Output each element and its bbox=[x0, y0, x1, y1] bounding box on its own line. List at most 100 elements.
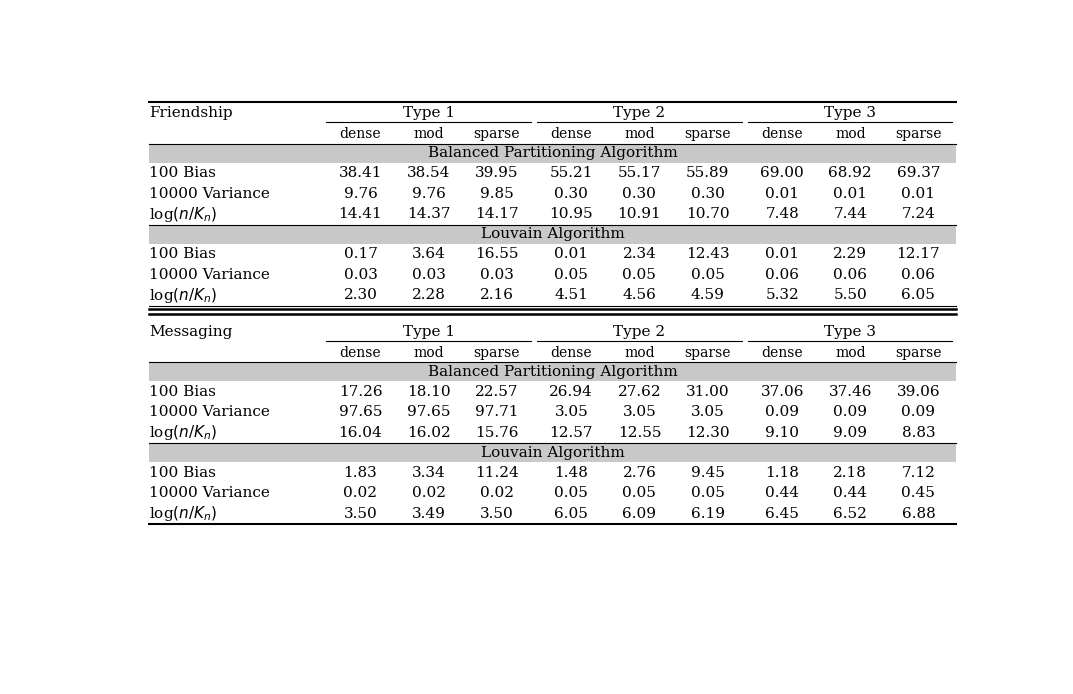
Text: 38.54: 38.54 bbox=[407, 166, 451, 180]
Text: 5.32: 5.32 bbox=[765, 288, 799, 303]
Text: 100 Bias: 100 Bias bbox=[149, 466, 216, 480]
Text: 0.05: 0.05 bbox=[691, 486, 724, 500]
Text: 18.10: 18.10 bbox=[407, 384, 451, 399]
Text: 39.95: 39.95 bbox=[475, 166, 518, 180]
Text: mod: mod bbox=[413, 127, 444, 141]
Text: Type 3: Type 3 bbox=[824, 106, 877, 120]
Text: 3.05: 3.05 bbox=[691, 405, 724, 419]
Text: 3.05: 3.05 bbox=[555, 405, 588, 419]
Text: 0.06: 0.06 bbox=[765, 268, 799, 282]
Text: 0.45: 0.45 bbox=[901, 486, 936, 500]
Text: 10.95: 10.95 bbox=[549, 208, 593, 221]
Text: 6.19: 6.19 bbox=[691, 507, 724, 521]
Text: 100 Bias: 100 Bias bbox=[149, 247, 216, 261]
Text: 0.09: 0.09 bbox=[765, 405, 799, 419]
Text: 12.30: 12.30 bbox=[686, 426, 730, 440]
Text: 0.17: 0.17 bbox=[343, 247, 378, 261]
Text: 12.55: 12.55 bbox=[618, 426, 661, 440]
Text: 6.09: 6.09 bbox=[622, 507, 657, 521]
Text: 0.01: 0.01 bbox=[834, 187, 867, 201]
Text: 2.30: 2.30 bbox=[343, 288, 378, 303]
Text: 1.83: 1.83 bbox=[343, 466, 378, 480]
Text: 0.44: 0.44 bbox=[834, 486, 867, 500]
Text: Type 2: Type 2 bbox=[614, 325, 665, 339]
Text: 12.17: 12.17 bbox=[897, 247, 940, 261]
Text: 0.05: 0.05 bbox=[622, 268, 657, 282]
Text: 2.76: 2.76 bbox=[622, 466, 657, 480]
Text: 14.37: 14.37 bbox=[407, 208, 451, 221]
Text: mod: mod bbox=[835, 346, 866, 359]
Text: dense: dense bbox=[762, 127, 803, 141]
Text: 0.03: 0.03 bbox=[412, 268, 445, 282]
Text: 4.51: 4.51 bbox=[555, 288, 588, 303]
Text: 0.09: 0.09 bbox=[834, 405, 867, 419]
Text: 14.41: 14.41 bbox=[339, 208, 382, 221]
Text: 3.64: 3.64 bbox=[412, 247, 445, 261]
Text: 6.05: 6.05 bbox=[901, 288, 936, 303]
Text: 2.16: 2.16 bbox=[480, 288, 514, 303]
Text: 69.00: 69.00 bbox=[761, 166, 804, 180]
Text: 16.04: 16.04 bbox=[339, 426, 382, 440]
Text: 10.91: 10.91 bbox=[618, 208, 661, 221]
Text: 55.17: 55.17 bbox=[618, 166, 661, 180]
Text: 6.52: 6.52 bbox=[834, 507, 867, 521]
Text: 9.45: 9.45 bbox=[691, 466, 724, 480]
Text: 97.65: 97.65 bbox=[407, 405, 451, 419]
Text: dense: dense bbox=[550, 346, 592, 359]
Text: mod: mod bbox=[835, 127, 866, 141]
Text: 6.45: 6.45 bbox=[765, 507, 799, 521]
Text: 2.29: 2.29 bbox=[834, 247, 867, 261]
Text: sparse: sparse bbox=[895, 346, 942, 359]
Text: 68.92: 68.92 bbox=[828, 166, 872, 180]
Text: 4.59: 4.59 bbox=[691, 288, 724, 303]
Text: 8.83: 8.83 bbox=[901, 426, 936, 440]
Text: sparse: sparse bbox=[473, 346, 520, 359]
Text: Type 3: Type 3 bbox=[824, 325, 877, 339]
Text: 39.06: 39.06 bbox=[897, 384, 940, 399]
Text: sparse: sparse bbox=[473, 127, 520, 141]
Text: 100 Bias: 100 Bias bbox=[149, 166, 216, 180]
Text: 3.34: 3.34 bbox=[412, 466, 445, 480]
Text: 1.48: 1.48 bbox=[555, 466, 588, 480]
Text: 55.89: 55.89 bbox=[686, 166, 730, 180]
Text: sparse: sparse bbox=[685, 346, 731, 359]
Text: Type 1: Type 1 bbox=[402, 325, 455, 339]
Text: dense: dense bbox=[762, 346, 803, 359]
Text: 97.65: 97.65 bbox=[339, 405, 382, 419]
Text: 7.24: 7.24 bbox=[901, 208, 936, 221]
Text: mod: mod bbox=[413, 346, 444, 359]
Text: 0.05: 0.05 bbox=[691, 268, 724, 282]
Text: Louvain Algorithm: Louvain Algorithm bbox=[481, 227, 624, 242]
Text: 97.71: 97.71 bbox=[475, 405, 518, 419]
Text: log$(n/K_n)$: log$(n/K_n)$ bbox=[149, 205, 218, 224]
Text: dense: dense bbox=[340, 127, 381, 141]
Text: 7.12: 7.12 bbox=[901, 466, 936, 480]
Text: 0.02: 0.02 bbox=[343, 486, 378, 500]
Text: log$(n/K_n)$: log$(n/K_n)$ bbox=[149, 423, 218, 442]
Text: mod: mod bbox=[624, 346, 655, 359]
Text: 17.26: 17.26 bbox=[339, 384, 382, 399]
Text: 2.28: 2.28 bbox=[412, 288, 445, 303]
Text: 0.03: 0.03 bbox=[480, 268, 514, 282]
Text: 0.05: 0.05 bbox=[555, 486, 588, 500]
Text: 16.02: 16.02 bbox=[407, 426, 451, 440]
Bar bbox=[149, 443, 956, 462]
Text: 27.62: 27.62 bbox=[618, 384, 661, 399]
Text: 11.24: 11.24 bbox=[475, 466, 518, 480]
Text: 2.18: 2.18 bbox=[834, 466, 867, 480]
Text: 0.01: 0.01 bbox=[765, 187, 799, 201]
Text: 0.06: 0.06 bbox=[834, 268, 867, 282]
Text: 0.01: 0.01 bbox=[901, 187, 936, 201]
Text: 0.05: 0.05 bbox=[622, 486, 657, 500]
Text: sparse: sparse bbox=[895, 127, 942, 141]
Text: 9.76: 9.76 bbox=[343, 187, 378, 201]
Text: 0.05: 0.05 bbox=[555, 268, 588, 282]
Text: 10000 Variance: 10000 Variance bbox=[149, 187, 270, 201]
Text: 22.57: 22.57 bbox=[475, 384, 518, 399]
Text: log$(n/K_n)$: log$(n/K_n)$ bbox=[149, 286, 218, 305]
Text: 6.05: 6.05 bbox=[555, 507, 588, 521]
Text: 16.55: 16.55 bbox=[475, 247, 518, 261]
Text: 6.88: 6.88 bbox=[901, 507, 936, 521]
Text: 0.01: 0.01 bbox=[555, 247, 588, 261]
Text: 9.76: 9.76 bbox=[412, 187, 445, 201]
